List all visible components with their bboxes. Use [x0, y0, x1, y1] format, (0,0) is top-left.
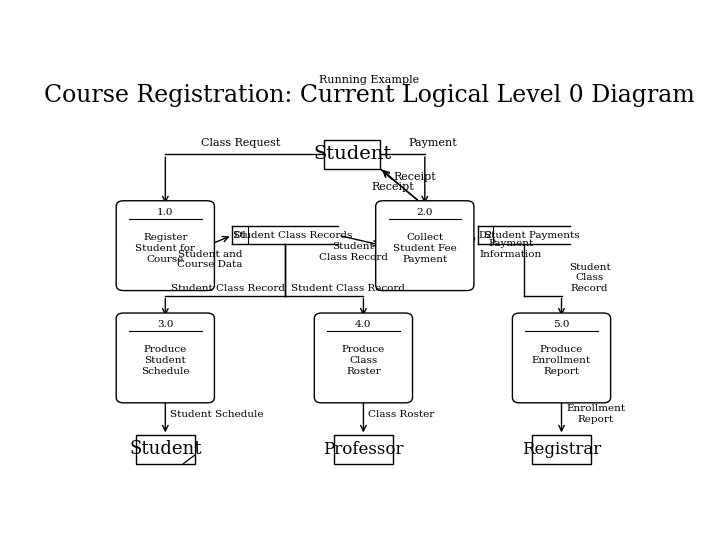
FancyBboxPatch shape — [315, 313, 413, 403]
Text: Student: Student — [129, 441, 202, 458]
Text: 2.0: 2.0 — [417, 208, 433, 217]
Text: 1.0: 1.0 — [157, 208, 174, 217]
Text: Professor: Professor — [323, 441, 404, 458]
Text: Class Roster: Class Roster — [368, 409, 434, 418]
Text: Student Payments: Student Payments — [484, 231, 580, 240]
Text: Course Registration: Current Logical Level 0 Diagram: Course Registration: Current Logical Lev… — [44, 84, 694, 106]
Text: Produce
Student
Schedule: Produce Student Schedule — [141, 345, 189, 376]
Text: Student and
Course Data: Student and Course Data — [177, 250, 243, 269]
Text: Collect
Student Fee
Payment: Collect Student Fee Payment — [393, 233, 456, 264]
Text: Payment: Payment — [408, 138, 456, 148]
Text: Student Class Record: Student Class Record — [171, 284, 285, 293]
FancyBboxPatch shape — [513, 313, 611, 403]
Text: 5.0: 5.0 — [553, 320, 570, 329]
Text: Payment
Information: Payment Information — [480, 239, 541, 259]
Bar — [532, 435, 591, 463]
Text: Registrar: Registrar — [522, 441, 601, 458]
Bar — [324, 140, 380, 168]
Text: D1: D1 — [233, 231, 247, 240]
Text: Student Class Records: Student Class Records — [233, 231, 353, 240]
Text: Produce
Enrollment
Report: Produce Enrollment Report — [532, 345, 591, 376]
Text: Running Example: Running Example — [319, 75, 419, 85]
Text: Student: Student — [313, 145, 392, 163]
Text: Student
Class Record: Student Class Record — [319, 242, 388, 262]
Text: Register
Student for
Course: Register Student for Course — [135, 233, 195, 264]
Text: 4.0: 4.0 — [355, 320, 372, 329]
Text: Receipt: Receipt — [393, 172, 436, 182]
FancyBboxPatch shape — [116, 201, 215, 291]
Text: Class Request: Class Request — [201, 138, 280, 148]
FancyBboxPatch shape — [116, 313, 215, 403]
Text: D2: D2 — [479, 231, 492, 240]
FancyBboxPatch shape — [376, 201, 474, 291]
Text: Student Schedule: Student Schedule — [170, 409, 264, 418]
Text: Enrollment
Report: Enrollment Report — [566, 404, 625, 424]
Text: Student
Class
Record: Student Class Record — [569, 263, 611, 293]
Text: Student Class Record: Student Class Record — [291, 284, 405, 293]
Text: 3.0: 3.0 — [157, 320, 174, 329]
Bar — [136, 435, 194, 463]
Bar — [334, 435, 392, 463]
Text: Produce
Class
Roster: Produce Class Roster — [342, 345, 385, 376]
Text: Receipt: Receipt — [372, 182, 415, 192]
